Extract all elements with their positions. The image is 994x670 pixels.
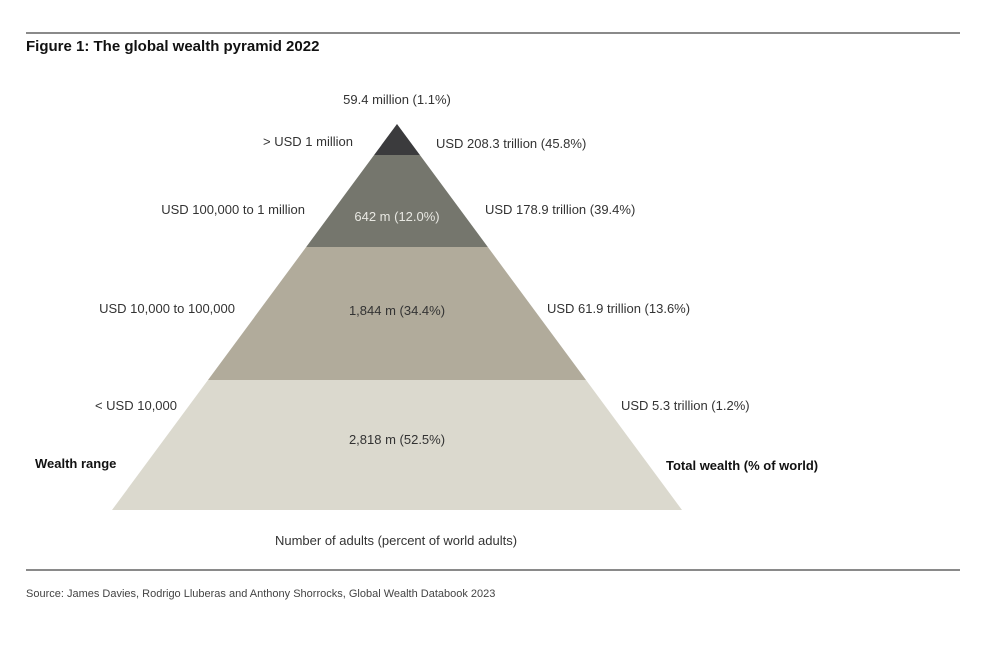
wealth-range-label: Wealth range — [35, 456, 117, 471]
tier-adults-2: 1,844 m (34.4%) — [348, 303, 446, 318]
total-wealth-label: Total wealth (% of world) — [666, 458, 819, 473]
tier-upper-middle — [306, 155, 488, 247]
tier-base — [112, 380, 682, 510]
tier-middle — [207, 247, 587, 380]
tier-adults-0: 59.4 million (1.1%) — [343, 92, 451, 107]
tier-range-2: USD 10,000 to 100,000 — [99, 301, 235, 316]
number-of-adults-label: Number of adults (percent of world adult… — [274, 533, 518, 548]
source-note: Source: James Davies, Rodrigo Lluberas a… — [26, 588, 496, 600]
tier-adults-1: 642 m (12.0%) — [354, 209, 440, 224]
tier-wealth-3: USD 5.3 trillion (1.2%) — [621, 398, 750, 413]
bottom-rule — [26, 569, 960, 571]
tier-wealth-1: USD 178.9 trillion (39.4%) — [485, 202, 636, 217]
figure-title: Figure 1: The global wealth pyramid 2022 — [26, 38, 320, 55]
tier-range-0: > USD 1 million — [263, 134, 353, 149]
tier-range-1: USD 100,000 to 1 million — [161, 202, 305, 217]
tier-top — [374, 124, 420, 155]
tier-range-3: < USD 10,000 — [94, 398, 177, 413]
tier-adults-3: 2,818 m (52.5%) — [348, 432, 446, 447]
tier-wealth-0: USD 208.3 trillion (45.8%) — [436, 136, 587, 151]
tier-wealth-2: USD 61.9 trillion (13.6%) — [547, 301, 691, 316]
top-rule — [26, 32, 960, 34]
